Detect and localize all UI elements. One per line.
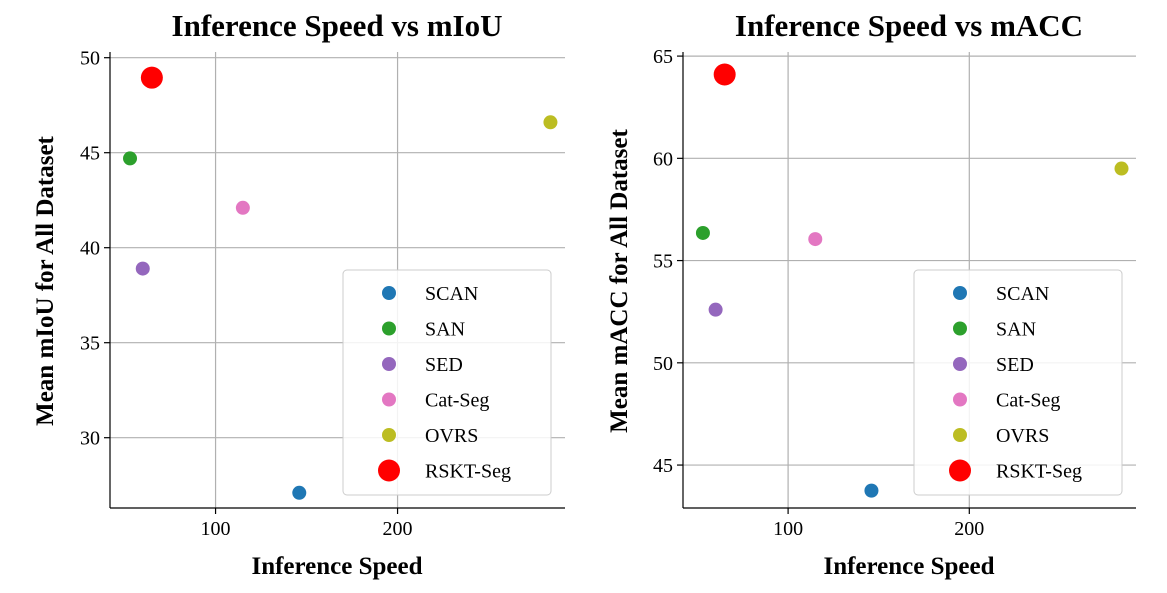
x-tick-label: 200 xyxy=(383,518,413,540)
data-point-san xyxy=(123,151,138,166)
axes xyxy=(109,52,565,509)
chart-title: Inference Speed vs mACC xyxy=(735,8,1083,43)
axes xyxy=(682,52,1136,509)
data-point-ovrs xyxy=(543,115,558,130)
legend-marker xyxy=(382,357,396,371)
legend-label: SED xyxy=(996,354,1034,376)
ticks: 100 200 45 50 55 60 65 xyxy=(653,46,984,540)
data-point-rskt-seg xyxy=(140,66,163,89)
x-tick-label: 100 xyxy=(201,518,231,540)
y-axis-label: Mean mACC for All Dataset xyxy=(606,129,633,433)
legend-marker xyxy=(953,321,967,336)
legend-marker xyxy=(382,321,396,336)
y-tick-label: 60 xyxy=(653,148,673,170)
legend-marker xyxy=(953,357,967,371)
data-point-scan xyxy=(864,483,879,498)
legend-label: Cat-Seg xyxy=(996,390,1060,412)
legend-label: SAN xyxy=(425,319,465,341)
data-point-sed xyxy=(708,302,723,317)
data-point-cat-seg xyxy=(808,232,823,247)
legend-label: Cat-Seg xyxy=(425,390,489,412)
legend-marker xyxy=(953,428,967,442)
y-tick-label: 50 xyxy=(653,353,673,375)
legend-label: RSKT-Seg xyxy=(425,461,511,483)
y-tick-label: 55 xyxy=(653,251,673,273)
chart-miou: Inference Speed vs mIoU 100 200 30 35 40 45 50… xyxy=(32,8,565,580)
legend-label: OVRS xyxy=(996,425,1049,447)
legend-label: SED xyxy=(425,354,463,376)
legend-label: SCAN xyxy=(425,283,478,305)
y-tick-label: 35 xyxy=(80,333,100,355)
data-points xyxy=(695,63,1129,498)
legend-marker xyxy=(382,428,396,442)
legend-label: RSKT-Seg xyxy=(996,461,1082,483)
data-point-rskt-seg xyxy=(713,63,736,86)
legend-marker xyxy=(382,286,396,300)
x-tick-label: 100 xyxy=(773,518,803,540)
y-tick-label: 30 xyxy=(80,428,100,450)
legend-label: OVRS xyxy=(425,425,478,447)
legend-marker xyxy=(949,459,971,482)
legend-marker xyxy=(382,392,396,407)
y-axis-label: Mean mIoU for All Dataset xyxy=(32,135,59,425)
legend: SCAN SAN SED Cat-Seg OVRS RSKT-Seg xyxy=(342,269,552,496)
ticks: 100 200 30 35 40 45 50 xyxy=(80,48,413,540)
data-point-san xyxy=(695,225,710,240)
y-tick-label: 45 xyxy=(80,143,100,165)
legend-marker xyxy=(953,392,967,407)
x-tick-label: 200 xyxy=(954,518,984,540)
y-tick-label: 45 xyxy=(653,455,673,477)
data-points xyxy=(123,66,558,500)
legend-label: SCAN xyxy=(996,283,1049,305)
legend: SCAN SAN SED Cat-Seg OVRS RSKT-Seg xyxy=(913,269,1123,496)
grid xyxy=(110,52,565,508)
y-tick-label: 40 xyxy=(80,238,100,260)
data-point-sed xyxy=(135,261,150,276)
y-tick-label: 65 xyxy=(653,46,673,68)
x-axis-label: Inference Speed xyxy=(823,553,994,580)
x-axis-label: Inference Speed xyxy=(251,553,422,580)
chart-macc: Inference Speed vs mACC 100 200 45 50 55 60 65… xyxy=(606,8,1136,580)
data-point-cat-seg xyxy=(235,200,250,215)
legend-label: SAN xyxy=(996,319,1036,341)
data-point-scan xyxy=(292,485,307,500)
chart-title: Inference Speed vs mIoU xyxy=(172,8,503,43)
legend-marker xyxy=(953,286,967,300)
y-tick-label: 50 xyxy=(80,48,100,70)
legend-marker xyxy=(378,459,400,482)
data-point-ovrs xyxy=(1114,161,1129,176)
